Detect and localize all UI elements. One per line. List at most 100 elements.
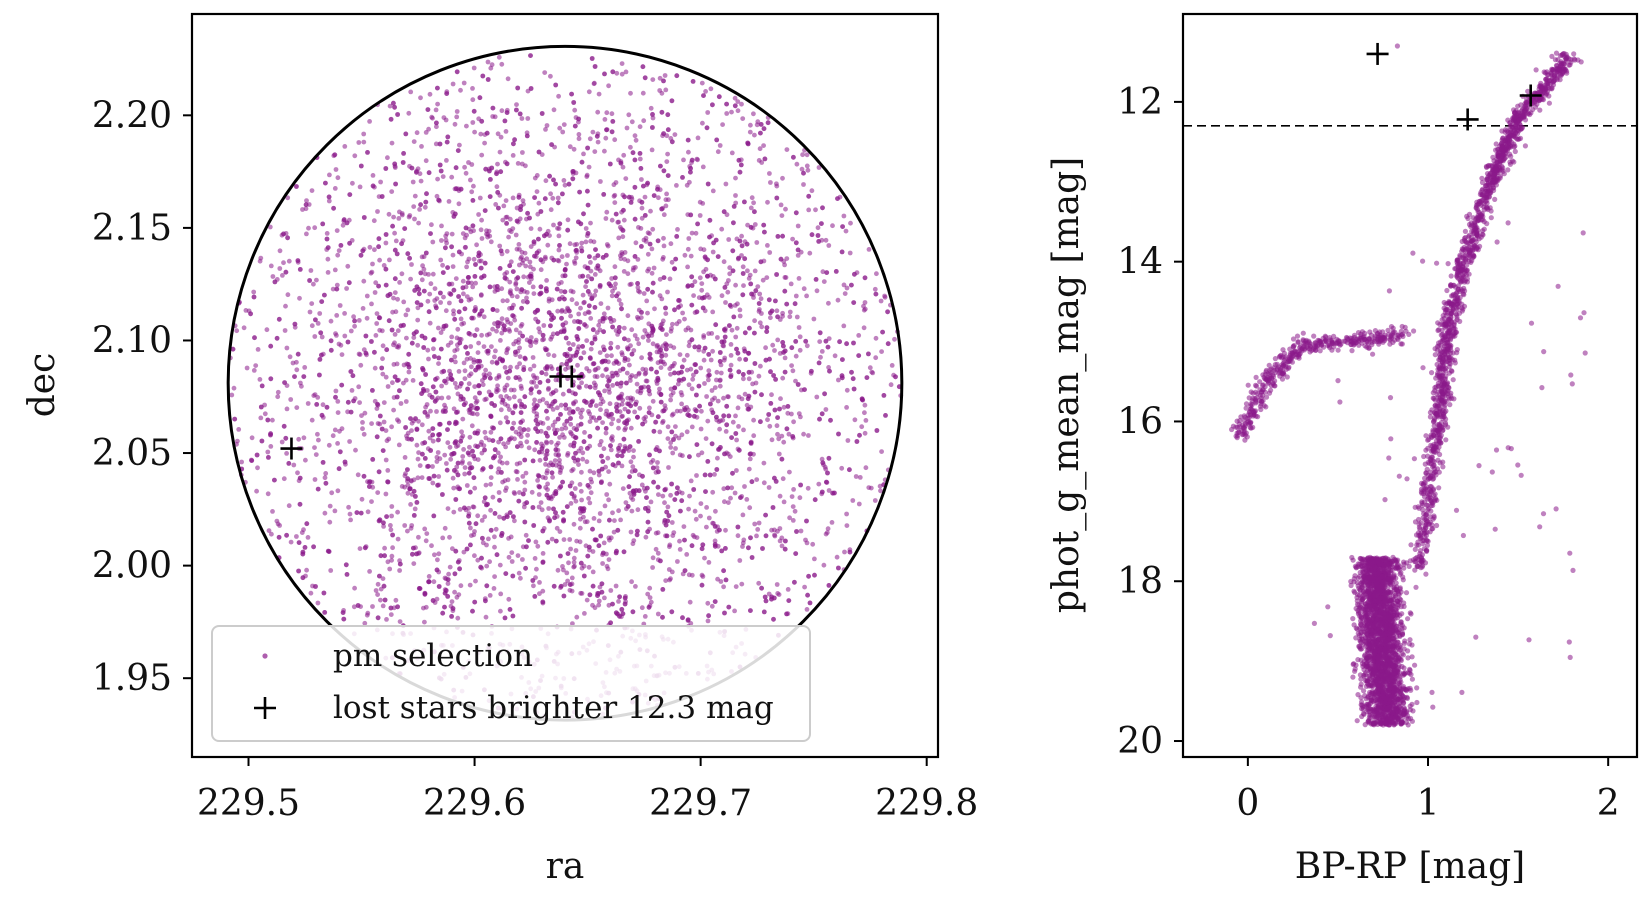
ra-dec-point: [559, 315, 564, 321]
ra-dec-point: [465, 386, 470, 392]
ra-dec-point: [399, 211, 405, 216]
ra-dec-point: [775, 415, 780, 420]
ra-dec-point: [746, 369, 752, 375]
ra-dec-point: [421, 345, 427, 350]
ra-dec-point: [379, 194, 385, 199]
ra-dec-point: [632, 184, 638, 190]
ra-dec-point: [418, 202, 423, 208]
ra-dec-point: [515, 553, 521, 558]
ra-dec-point: [763, 345, 768, 351]
ra-dec-point: [574, 614, 580, 620]
ra-dec-point: [487, 375, 493, 381]
ra-dec-point: [617, 613, 622, 619]
ra-dec-point: [370, 604, 375, 609]
ra-dec-point: [638, 226, 644, 231]
ra-dec-point: [721, 413, 727, 419]
ra-dec-point: [520, 491, 526, 497]
ra-dec-point: [727, 265, 733, 271]
ra-dec-point: [549, 470, 555, 476]
ra-dec-point: [325, 245, 331, 251]
ra-dec-point: [748, 205, 754, 211]
ra-dec-point: [414, 442, 420, 448]
ra-dec-point: [650, 341, 656, 347]
ra-dec-point: [403, 471, 408, 476]
ra-dec-point: [497, 243, 503, 249]
ra-dec-point: [873, 291, 879, 297]
ra-dec-point: [570, 289, 576, 295]
ra-dec-point: [857, 475, 863, 480]
ra-dec-point: [659, 206, 665, 212]
ra-dec-point: [726, 500, 731, 505]
ra-dec-point: [570, 169, 576, 174]
ra-dec-point: [668, 397, 673, 403]
ra-dec-point: [782, 288, 788, 294]
ra-dec-point: [465, 280, 471, 285]
ra-dec-point: [828, 417, 833, 423]
ra-dec-point: [296, 436, 302, 442]
ra-dec-point: [372, 365, 378, 371]
ra-dec-point: [601, 192, 607, 197]
ra-dec-point: [333, 331, 338, 336]
ra-dec-point: [312, 445, 317, 450]
ra-dec-point: [608, 620, 613, 626]
ra-dec-point: [576, 219, 581, 225]
ra-dec-point: [296, 568, 301, 574]
ra-dec-point: [572, 107, 578, 113]
ra-dec-point: [790, 434, 796, 439]
ra-dec-point: [639, 482, 645, 488]
ra-dec-point: [617, 594, 622, 600]
ra-dec-point: [264, 327, 270, 333]
ra-dec-point: [517, 398, 523, 404]
ra-dec-point: [390, 380, 395, 386]
ra-dec-point: [393, 181, 398, 187]
ra-dec-point: [878, 298, 884, 304]
ra-dec-point: [719, 339, 725, 345]
ra-dec-point: [535, 211, 541, 217]
ra-dec-point: [465, 351, 470, 356]
ra-dec-point: [499, 531, 505, 536]
ra-dec-point: [373, 588, 379, 593]
ra-dec-point: [613, 610, 619, 616]
ra-dec-point: [724, 281, 730, 287]
ra-dec-point: [415, 342, 421, 348]
ra-dec-point: [560, 191, 565, 197]
ra-dec-point: [793, 339, 799, 344]
ra-dec-point: [801, 286, 807, 292]
ra-dec-point: [767, 171, 772, 176]
ra-dec-point: [657, 448, 662, 454]
ra-dec-point: [741, 427, 746, 433]
ra-dec-point: [479, 518, 485, 523]
ra-dec-point: [304, 198, 309, 204]
ra-dec-point: [352, 585, 357, 591]
ra-dec-point: [732, 95, 738, 101]
ra-dec-point: [418, 178, 424, 184]
ra-dec-point: [387, 257, 392, 263]
ra-dec-point: [234, 328, 240, 334]
ra-dec-point: [715, 398, 721, 404]
ra-dec-point: [596, 472, 602, 478]
ra-dec-point: [371, 218, 377, 224]
ra-dec-point: [651, 265, 657, 271]
ra-dec-point: [309, 417, 315, 423]
ra-dec-point: [422, 619, 427, 625]
ra-dec-point: [598, 533, 604, 539]
ra-dec-point: [375, 615, 381, 621]
ra-dec-point: [565, 578, 570, 584]
ra-dec-point: [383, 266, 389, 272]
ra-dec-point: [706, 368, 712, 374]
ra-dec-point: [616, 325, 622, 330]
ra-dec-point: [620, 486, 626, 491]
ra-dec-point: [397, 561, 403, 567]
ra-dec-point: [381, 263, 387, 268]
ra-dec-point: [893, 374, 898, 380]
ra-dec-point: [389, 513, 394, 519]
ra-dec-point: [286, 258, 292, 264]
ra-dec-point: [594, 330, 600, 335]
ra-dec-point: [426, 170, 432, 176]
ra-dec-point: [604, 110, 610, 116]
ra-dec-point: [475, 444, 480, 449]
ra-dec-point: [463, 344, 469, 350]
ra-dec-point: [435, 450, 441, 455]
ra-dec-point: [295, 351, 301, 357]
ra-dec-point: [503, 198, 509, 204]
